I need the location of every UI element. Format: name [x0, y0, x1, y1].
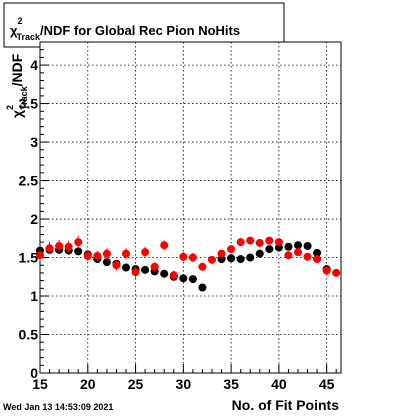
- data-point: [122, 249, 130, 258]
- tick-labels: 15 20 25 30 35 40 45 0 0.5 1 1.5 2 2.5 3 3.5 4: [19, 57, 335, 392]
- chart-title: χ2 Track/NDF for Global Rec Pion NoHits: [10, 16, 240, 42]
- data-point: [294, 241, 302, 250]
- title-symbol: χ: [10, 23, 18, 38]
- data-point: [160, 241, 169, 250]
- data-point: [179, 252, 188, 261]
- data-point: [150, 262, 159, 271]
- y-tick-label: 0: [30, 365, 38, 381]
- data-point: [179, 274, 188, 283]
- data-point: [313, 248, 322, 257]
- title-superscript: 2: [17, 16, 22, 26]
- data-point: [313, 255, 322, 264]
- y-tick-label: 2.5: [19, 173, 39, 189]
- x-tick-label: 15: [32, 376, 48, 392]
- data-point: [64, 242, 73, 251]
- title-rest: /NDF for Global Rec Pion NoHits: [40, 23, 240, 38]
- data-point: [141, 265, 150, 274]
- data-series: [36, 235, 341, 292]
- axis-ticks: [39, 41, 337, 374]
- data-point: [332, 268, 341, 277]
- data-point: [284, 242, 293, 251]
- x-tick-label: 45: [319, 376, 335, 392]
- data-point: [112, 261, 121, 270]
- ylabel-superscript: 2: [5, 105, 15, 110]
- ylabel-symbol: χ: [9, 110, 25, 118]
- data-point: [303, 241, 312, 250]
- data-point: [74, 238, 83, 247]
- data-point: [141, 248, 150, 257]
- data-point: [74, 247, 83, 256]
- y-tick-label: 0.5: [19, 327, 39, 343]
- x-axis-title: No. of Fit Points: [232, 397, 340, 413]
- y-axis-title: χ2 Track/NDF: [5, 53, 29, 118]
- data-point: [246, 236, 255, 245]
- data-point: [160, 269, 169, 278]
- data-point: [265, 236, 274, 245]
- data-point: [122, 263, 130, 272]
- title-subscript: Track: [17, 32, 42, 42]
- data-point: [198, 262, 207, 271]
- ylabel-subscript: Track: [19, 85, 29, 110]
- title-box: [3, 2, 285, 48]
- data-point: [93, 251, 102, 260]
- data-point: [83, 251, 92, 260]
- data-point: [227, 245, 236, 254]
- data-point: [188, 275, 197, 284]
- x-tick-label: 40: [271, 376, 287, 392]
- x-tick-label: 25: [128, 376, 144, 392]
- data-point: [303, 252, 312, 261]
- data-point: [55, 241, 64, 250]
- y-tick-label: 3.5: [19, 96, 39, 112]
- data-point: [188, 253, 197, 262]
- data-point: [131, 268, 140, 277]
- data-point: [102, 258, 111, 267]
- data-point: [198, 283, 207, 292]
- x-tick-label: 20: [80, 376, 96, 392]
- data-point: [208, 255, 216, 264]
- data-point: [294, 248, 302, 257]
- y-tick-label: 1: [30, 288, 38, 304]
- data-point: [274, 238, 283, 247]
- data-point: [322, 266, 331, 275]
- plot-frame: [39, 41, 342, 374]
- data-point: [169, 271, 178, 280]
- ylabel-rest: /NDF: [9, 53, 25, 86]
- x-tick-label: 35: [223, 376, 239, 392]
- data-point: [246, 253, 255, 262]
- data-point: [45, 244, 54, 253]
- y-tick-label: 4: [30, 57, 38, 73]
- x-tick-label: 30: [176, 376, 192, 392]
- data-point: [102, 249, 111, 258]
- grid: [40, 42, 341, 373]
- y-tick-label: 1.5: [19, 250, 39, 266]
- data-point: [284, 251, 293, 260]
- data-point: [227, 254, 236, 263]
- data-point: [236, 255, 245, 264]
- y-tick-label: 3: [30, 134, 38, 150]
- data-point: [236, 238, 245, 247]
- data-point: [217, 249, 226, 258]
- data-point: [36, 251, 44, 260]
- data-point: [255, 238, 264, 247]
- data-point: [265, 245, 274, 254]
- timestamp: Wed Jan 13 14:53:09 2021: [3, 402, 113, 412]
- data-point: [255, 249, 264, 258]
- y-tick-label: 2: [30, 211, 38, 227]
